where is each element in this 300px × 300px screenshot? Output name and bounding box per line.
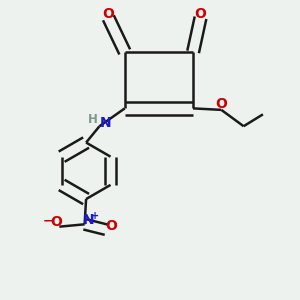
Text: O: O (195, 7, 206, 21)
Text: O: O (103, 7, 114, 21)
Text: +: + (91, 211, 99, 221)
Text: N: N (100, 116, 111, 130)
Text: O: O (105, 219, 117, 233)
Text: −: − (43, 214, 53, 227)
Text: O: O (215, 97, 227, 111)
Text: O: O (50, 215, 62, 229)
Text: H: H (88, 113, 98, 126)
Text: N: N (82, 213, 94, 227)
